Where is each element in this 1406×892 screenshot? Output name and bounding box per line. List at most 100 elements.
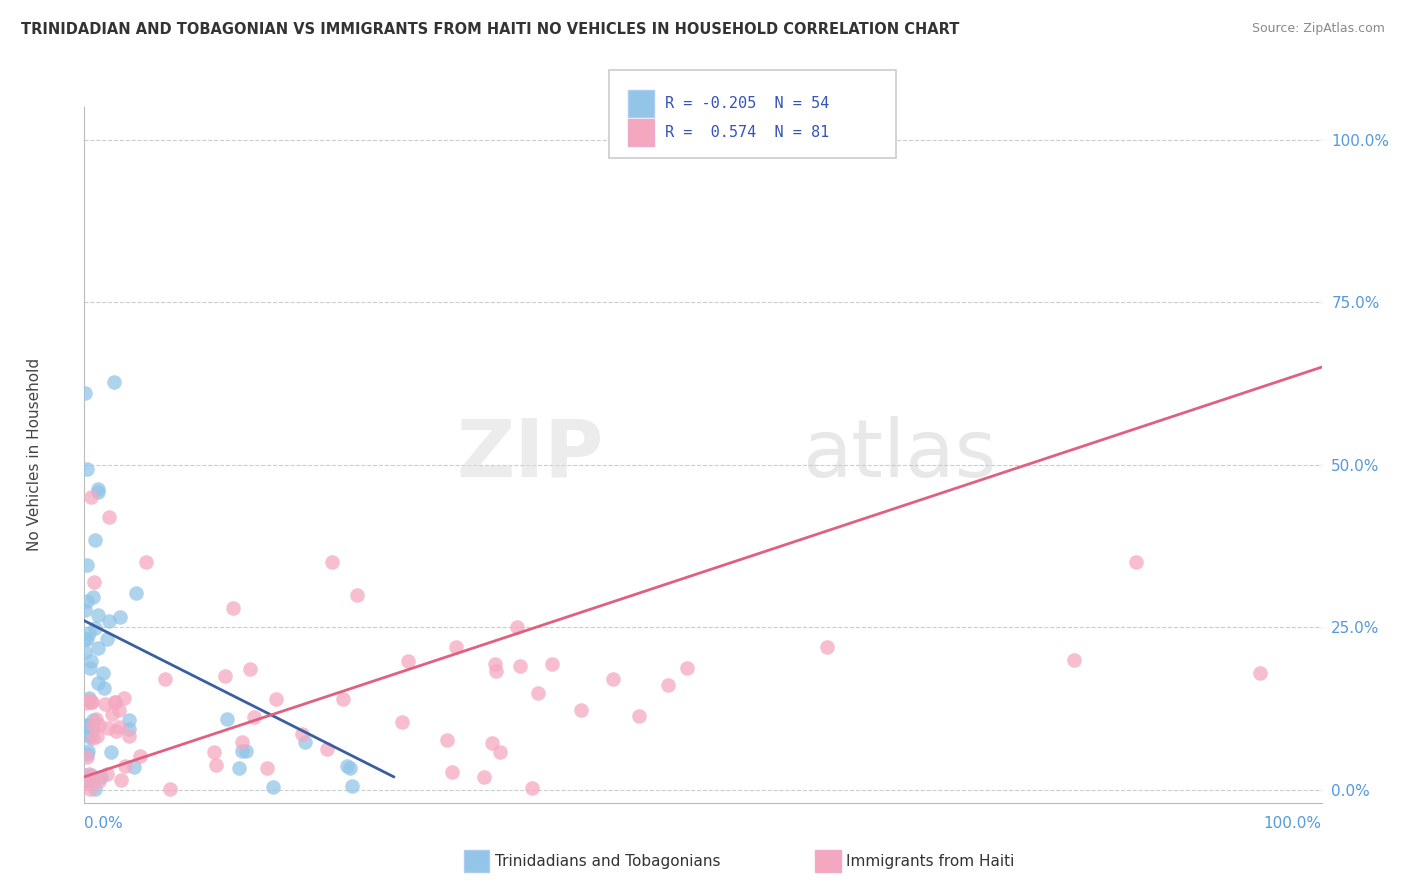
Text: Trinidadians and Tobagonians: Trinidadians and Tobagonians [495, 855, 720, 869]
Point [84, 621, 107, 635]
Point [77, 690, 100, 705]
Point [472, 770, 495, 784]
Point [129, 748, 152, 763]
Point [80, 654, 103, 668]
Point [76, 719, 98, 733]
Point [80, 695, 103, 709]
Point [215, 712, 238, 726]
Point [73, 603, 96, 617]
Point [336, 759, 359, 773]
Point [481, 736, 503, 750]
Text: No Vehicles in Household: No Vehicles in Household [27, 359, 42, 551]
Point [79, 781, 101, 796]
Point [94, 697, 117, 711]
Point [135, 555, 157, 569]
Point [76, 632, 98, 647]
Point [75, 632, 97, 646]
Point [82, 713, 104, 727]
Point [82, 718, 104, 732]
Point [97, 615, 120, 629]
Point [82, 772, 104, 786]
Point [79, 661, 101, 675]
Point [75, 645, 97, 659]
Point [440, 764, 463, 779]
Point [86, 482, 108, 496]
Point [204, 757, 226, 772]
Point [256, 761, 278, 775]
Point [76, 747, 98, 761]
Point [90, 771, 112, 785]
Point [110, 772, 132, 787]
Point [108, 609, 131, 624]
Text: 100.0%: 100.0% [1264, 816, 1322, 831]
Point [340, 779, 363, 793]
Point [76, 558, 98, 573]
Point [93, 681, 115, 696]
Point [82, 695, 104, 709]
Point [86, 729, 108, 743]
Point [262, 780, 284, 794]
Point [228, 761, 250, 775]
Point [396, 654, 419, 668]
Point [96, 632, 118, 647]
Point [108, 703, 131, 717]
Point [77, 774, 100, 789]
Point [98, 509, 121, 524]
Point [1249, 665, 1271, 680]
Point [75, 696, 97, 710]
Point [87, 640, 110, 655]
Point [484, 657, 506, 672]
Point [96, 767, 118, 781]
Point [339, 761, 361, 775]
Point [101, 706, 124, 721]
Point [202, 745, 225, 759]
Point [105, 723, 128, 738]
Point [294, 735, 316, 749]
Point [80, 768, 103, 782]
Point [73, 774, 96, 789]
Text: ZIP: ZIP [457, 416, 605, 494]
Point [89, 718, 111, 732]
Point [243, 710, 266, 724]
Point [77, 767, 100, 781]
Point [124, 760, 146, 774]
Point [436, 732, 458, 747]
Point [153, 672, 176, 686]
Text: R =  0.574  N = 81: R = 0.574 N = 81 [665, 125, 830, 140]
Point [541, 657, 564, 671]
Point [391, 715, 413, 730]
Point [79, 730, 101, 744]
Point [100, 745, 122, 759]
Point [1063, 653, 1085, 667]
Point [104, 695, 127, 709]
Point [520, 780, 543, 795]
Point [346, 588, 368, 602]
Point [815, 640, 838, 654]
Point [316, 741, 339, 756]
Point [231, 744, 253, 758]
Point [264, 692, 287, 706]
Point [82, 591, 104, 605]
Text: R = -0.205  N = 54: R = -0.205 N = 54 [665, 96, 830, 112]
Point [73, 385, 96, 400]
Point [117, 713, 139, 727]
Point [506, 620, 529, 634]
Point [569, 703, 592, 717]
Point [235, 743, 257, 757]
Point [77, 692, 100, 706]
Point [82, 722, 104, 736]
Point [509, 658, 531, 673]
Point [1125, 555, 1147, 569]
Point [87, 484, 110, 499]
Point [159, 782, 181, 797]
Point [231, 734, 253, 748]
Point [485, 664, 508, 678]
Point [86, 712, 108, 726]
Point [76, 593, 98, 607]
Point [114, 759, 136, 773]
Point [222, 600, 245, 615]
Point [527, 686, 550, 700]
Point [112, 691, 135, 706]
Text: Immigrants from Haiti: Immigrants from Haiti [846, 855, 1015, 869]
Text: Source: ZipAtlas.com: Source: ZipAtlas.com [1251, 22, 1385, 36]
